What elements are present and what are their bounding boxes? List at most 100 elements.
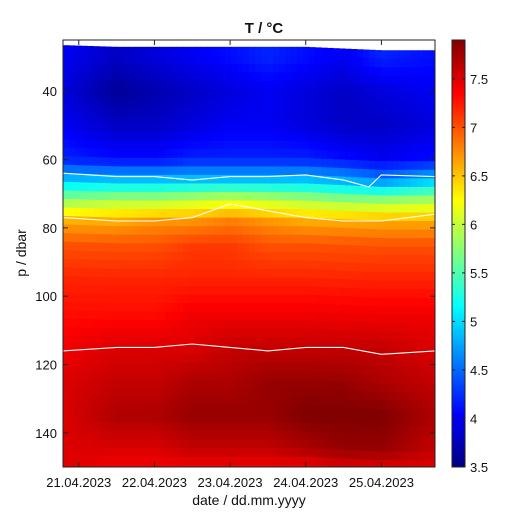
heatmap-cell: [219, 55, 226, 65]
heatmap-cell: [129, 260, 136, 270]
heatmap-cell: [243, 98, 250, 108]
heatmap-cell: [231, 260, 238, 270]
heatmap-cell: [81, 310, 88, 320]
heatmap-cell: [219, 285, 226, 296]
heatmap-cell: [237, 362, 244, 372]
heatmap-cell: [297, 285, 304, 296]
heatmap-cell: [219, 405, 226, 415]
colorbar-tick-label: 5.5: [470, 266, 488, 281]
heatmap-cell: [195, 303, 202, 313]
heatmap-cell: [291, 405, 298, 415]
heatmap-cell: [333, 321, 340, 331]
heatmap-cell: [201, 192, 208, 202]
heatmap-cell: [423, 357, 430, 367]
heatmap-cell: [333, 253, 340, 263]
heatmap-cell: [201, 72, 208, 82]
heatmap-cell: [243, 72, 250, 82]
heatmap-cell: [399, 169, 406, 179]
heatmap-cell: [159, 431, 166, 441]
heatmap-cell: [63, 361, 70, 371]
heatmap-cell: [135, 294, 142, 304]
heatmap-cell: [327, 432, 334, 442]
heatmap-cell: [171, 465, 178, 467]
heatmap-cell: [111, 209, 118, 219]
heatmap-cell: [405, 323, 412, 333]
heatmap-cell: [357, 245, 364, 255]
heatmap-cell: [273, 396, 280, 407]
heatmap-cell: [123, 157, 130, 167]
heatmap-cell: [129, 379, 136, 390]
heatmap-cell: [225, 166, 232, 176]
heatmap-cell: [375, 50, 382, 60]
heatmap-cell: [93, 285, 100, 295]
heatmap-column: [303, 46, 310, 467]
heatmap-cell: [339, 236, 346, 246]
heatmap-cell: [201, 396, 208, 407]
heatmap-cell: [381, 255, 388, 265]
heatmap-cell: [171, 46, 178, 56]
heatmap-cell: [387, 400, 394, 410]
heatmap-cell: [321, 431, 328, 442]
heatmap-cell: [153, 226, 160, 236]
isotherm-contours: [63, 172, 435, 355]
heatmap-cell: [69, 241, 76, 251]
heatmap-cell: [309, 380, 316, 390]
heatmap-cell: [219, 106, 226, 116]
heatmap-cell: [231, 123, 238, 133]
heatmap-cell: [93, 105, 100, 116]
heatmap-cell: [213, 55, 220, 65]
heatmap-cell: [291, 439, 298, 449]
heatmap-cell: [183, 328, 190, 338]
heatmap-cell: [177, 320, 184, 330]
heatmap-cell: [255, 439, 262, 449]
heatmap-cell: [81, 45, 88, 55]
heatmap-cell: [87, 105, 94, 115]
heatmap-cell: [333, 278, 340, 288]
heatmap-column: [231, 46, 238, 467]
heatmap-cell: [291, 89, 298, 99]
heatmap-cell: [159, 260, 166, 270]
heatmap-cell: [135, 72, 142, 82]
heatmap-cell: [411, 246, 418, 256]
heatmap-cell: [183, 362, 190, 372]
heatmap-cell: [297, 337, 304, 347]
heatmap-cell: [93, 430, 100, 440]
heatmap-cell: [411, 161, 418, 171]
heatmap-cell: [75, 156, 82, 166]
heatmap-cell: [171, 123, 178, 133]
heatmap-cell: [417, 178, 424, 188]
heatmap-cell: [189, 251, 196, 261]
heatmap-cell: [405, 152, 412, 162]
heatmap-cell: [393, 332, 400, 342]
heatmap-cell: [255, 123, 262, 133]
heatmap-cell: [81, 139, 88, 149]
heatmap-cell: [171, 106, 178, 116]
heatmap-cell: [399, 366, 406, 376]
heatmap-cell: [87, 293, 94, 303]
heatmap-cell: [321, 218, 328, 228]
heatmap-cell: [315, 260, 322, 271]
heatmap-cell: [357, 254, 364, 264]
heatmap-cell: [333, 261, 340, 271]
heatmap-cell: [129, 132, 136, 142]
heatmap-cell: [189, 166, 196, 176]
x-tick-label: 22.04.2023: [122, 475, 187, 490]
heatmap-cell: [369, 408, 376, 418]
heatmap-cell: [93, 379, 100, 389]
heatmap-cell: [81, 190, 88, 201]
heatmap-cell: [411, 366, 418, 376]
heatmap-cell: [123, 362, 130, 372]
heatmap-cell: [195, 243, 202, 253]
heatmap-cell: [297, 328, 304, 338]
heatmap-cell: [429, 169, 435, 179]
heatmap-cell: [267, 414, 274, 424]
heatmap-cell: [213, 217, 220, 227]
heatmap-cell: [375, 255, 382, 265]
heatmap-cell: [315, 149, 322, 160]
heatmap-cell: [225, 72, 232, 82]
heatmap-cell: [309, 363, 316, 373]
heatmap-cell: [225, 337, 232, 347]
heatmap-cell: [231, 89, 238, 99]
heatmap-cell: [273, 260, 280, 270]
heatmap-cell: [315, 440, 322, 450]
